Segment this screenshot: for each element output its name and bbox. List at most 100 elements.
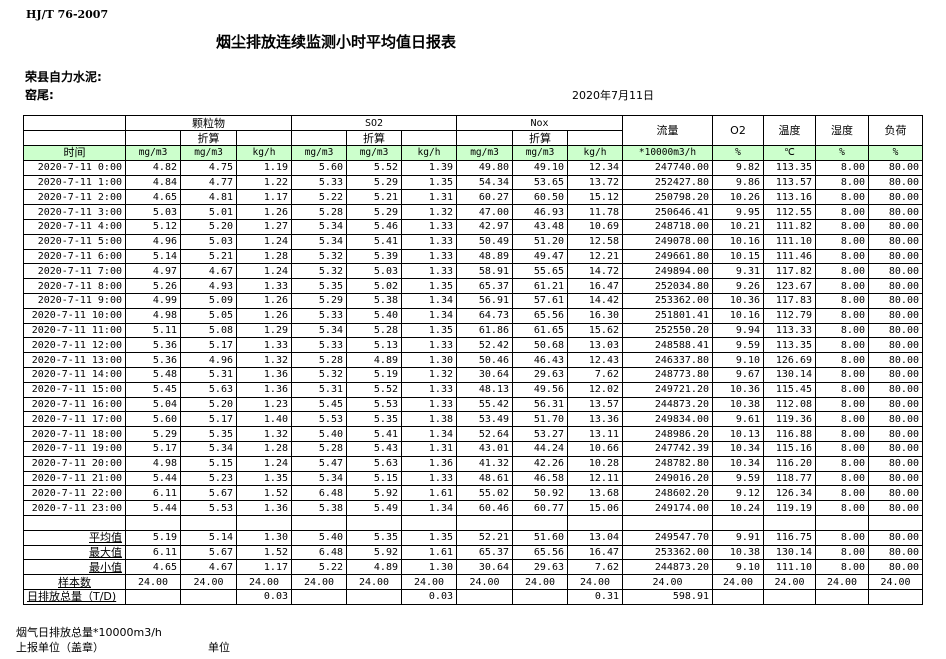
table-cell: 5.46 xyxy=(346,218,402,235)
table-cell: 5.21 xyxy=(346,189,402,206)
table-cell: 5.17 xyxy=(180,411,237,428)
table-cell: 116.75 xyxy=(763,529,816,546)
table-cell: 249834.00 xyxy=(622,411,713,428)
row-label: 2020-7-11 11:00 xyxy=(23,322,126,339)
table-cell: 6.48 xyxy=(291,544,347,561)
table-cell: 5.44 xyxy=(125,470,181,487)
table-cell: 112.08 xyxy=(763,396,816,413)
table-cell: 5.34 xyxy=(291,322,347,339)
table-cell: 30.64 xyxy=(456,559,513,576)
table-row: 2020-7-11 16:00 5.04 5.20 1.23 5.45 5.53 1.33 5… xyxy=(23,396,923,413)
header-cell xyxy=(23,130,126,146)
table-cell: 1.52 xyxy=(236,544,292,561)
table-cell: 1.33 xyxy=(236,337,292,354)
header-cell xyxy=(23,115,126,131)
table-cell: 46.93 xyxy=(512,204,568,220)
table-cell xyxy=(291,588,347,605)
table-cell: 10.69 xyxy=(567,218,623,235)
table-cell: 10.26 xyxy=(712,189,764,206)
table-cell: 1.28 xyxy=(236,440,292,457)
table-cell: 80.00 xyxy=(868,322,923,339)
table-row: 2020-7-11 0:00 4.82 4.75 1.19 5.60 5.52 1.39 49… xyxy=(23,159,923,176)
table-cell: 9.95 xyxy=(712,204,764,220)
table-cell: 1.31 xyxy=(401,440,457,457)
table-cell: 1.33 xyxy=(401,470,457,487)
units-row: 时间 mg/m3 mg/m3 kg/h mg/m3 mg/m3 kg/h mg/m3 mg/m3… xyxy=(23,145,923,161)
table-cell: 80.00 xyxy=(868,337,923,354)
table-cell: 48.61 xyxy=(456,470,513,487)
table-cell: 5.09 xyxy=(180,292,237,309)
table-cell: 249016.20 xyxy=(622,470,713,487)
table-cell: 5.41 xyxy=(346,426,402,442)
table-cell: 5.32 xyxy=(291,263,347,280)
table-cell: 5.31 xyxy=(291,381,347,398)
table-cell: 80.00 xyxy=(868,204,923,220)
table-cell: 15.62 xyxy=(567,322,623,339)
table-cell: 49.56 xyxy=(512,381,568,398)
table-cell: 5.03 xyxy=(125,204,181,220)
table-cell: 5.35 xyxy=(180,426,237,442)
row-label: 最大值 xyxy=(23,544,126,561)
table-cell: 5.48 xyxy=(125,366,181,383)
table-cell: 5.19 xyxy=(346,366,402,383)
table-cell: 1.33 xyxy=(401,381,457,398)
table-cell: 116.88 xyxy=(763,426,816,442)
table-cell: 5.04 xyxy=(125,396,181,413)
table-cell: 50.46 xyxy=(456,352,513,368)
table-cell: 47.00 xyxy=(456,204,513,220)
table-cell: 55.42 xyxy=(456,396,513,413)
table-cell: 10.66 xyxy=(567,440,623,457)
table-cell: 251801.41 xyxy=(622,307,713,324)
table-cell: 249174.00 xyxy=(622,500,713,516)
table-cell: 46.43 xyxy=(512,352,568,368)
table-row: 2020-7-11 11:00 5.11 5.08 1.29 5.34 5.28 1.35 6… xyxy=(23,322,923,339)
table-cell: 250798.20 xyxy=(622,189,713,206)
table-row: 2020-7-11 21:00 5.44 5.23 1.35 5.34 5.15 1.33 4… xyxy=(23,470,923,487)
table-cell: 1.34 xyxy=(401,500,457,516)
table-cell: 598.91 xyxy=(622,588,713,605)
table-cell: 1.26 xyxy=(236,292,292,309)
table-cell: 10.15 xyxy=(712,248,764,265)
table-cell: 9.86 xyxy=(712,174,764,191)
table-cell: 1.52 xyxy=(236,485,292,502)
table-cell: 8.00 xyxy=(815,278,869,294)
row-label: 2020-7-11 5:00 xyxy=(23,233,126,250)
table-row: 2020-7-11 1:00 4.84 4.77 1.22 5.33 5.29 1.35 54… xyxy=(23,174,923,191)
table-cell: 60.77 xyxy=(512,500,568,516)
table-cell: 10.21 xyxy=(712,218,764,235)
table-cell: 9.10 xyxy=(712,559,764,576)
table-cell: 5.08 xyxy=(180,322,237,339)
table-cell: 8.00 xyxy=(815,559,869,576)
table-cell: 250646.41 xyxy=(622,204,713,220)
table-cell: 5.03 xyxy=(346,263,402,280)
table-cell: 12.43 xyxy=(567,352,623,368)
table-cell: 5.63 xyxy=(346,455,402,472)
row-label: 2020-7-11 14:00 xyxy=(23,366,126,383)
table-cell: 4.89 xyxy=(346,352,402,368)
table-cell: 80.00 xyxy=(868,440,923,457)
row-label: 2020-7-11 10:00 xyxy=(23,307,126,324)
table-cell: 24.00 xyxy=(180,574,237,590)
table-cell: kg/h xyxy=(567,145,623,161)
table-cell: 8.00 xyxy=(815,174,869,191)
row-label: 2020-7-11 8:00 xyxy=(23,278,126,294)
table-row: 2020-7-11 23:00 5.44 5.53 1.36 5.38 5.49 1.34 6… xyxy=(23,500,923,516)
table-cell: % xyxy=(815,145,869,161)
table-cell: 1.32 xyxy=(401,366,457,383)
table-cell: 10.13 xyxy=(712,426,764,442)
table-cell: % xyxy=(868,145,923,161)
table-cell: 5.92 xyxy=(346,485,402,502)
table-cell: 4.89 xyxy=(346,559,402,576)
table-cell: 9.67 xyxy=(712,366,764,383)
table-cell: 24.00 xyxy=(456,574,513,590)
table-cell: 248588.41 xyxy=(622,337,713,354)
table-cell: 10.16 xyxy=(712,233,764,250)
table-cell xyxy=(291,514,347,531)
table-cell: 7.62 xyxy=(567,559,623,576)
table-cell: 80.00 xyxy=(868,278,923,294)
table-cell: 113.33 xyxy=(763,322,816,339)
row-label: 2020-7-11 13:00 xyxy=(23,352,126,368)
table-cell: 247742.39 xyxy=(622,440,713,457)
table-cell: 54.34 xyxy=(456,174,513,191)
table-cell: 1.38 xyxy=(401,411,457,428)
